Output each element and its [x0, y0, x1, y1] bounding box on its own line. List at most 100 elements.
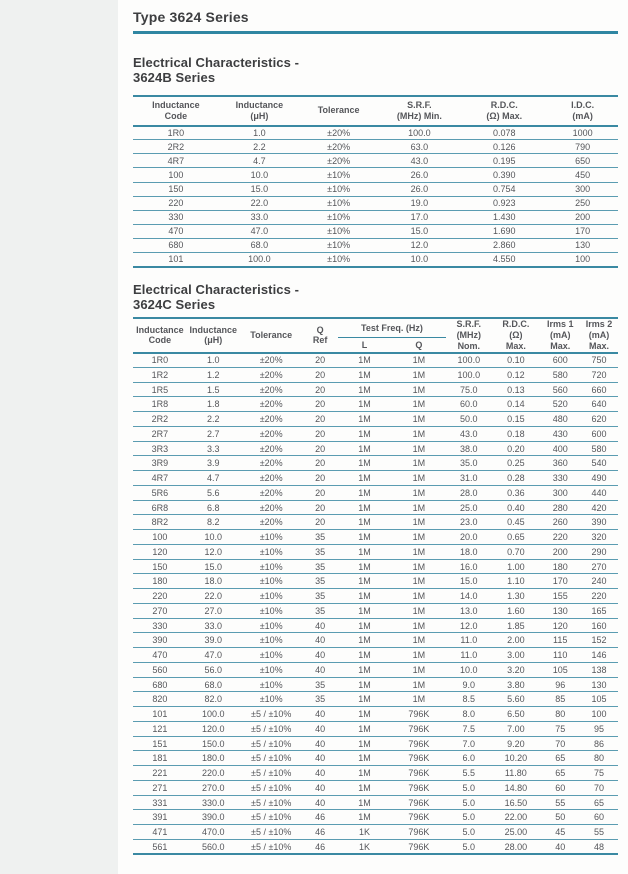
table-cell: 1M [358, 605, 371, 616]
col-inductance-uh: Inductance (μH) [189, 324, 238, 346]
table-cell: 1R8 [151, 399, 169, 410]
table-cell: 12.0 [410, 240, 429, 251]
col-irms2: Irms 2 (mA) Max. [585, 319, 613, 351]
table-cell: 170 [575, 226, 591, 237]
table-cell: 50.0 [460, 414, 478, 425]
table-cell: 35 [315, 532, 326, 543]
table-cell: 1.00 [507, 561, 525, 572]
table-cell: 1M [358, 399, 371, 410]
table-cell: ±10% [327, 184, 351, 195]
table-cell: 100.0 [408, 127, 431, 138]
table-cell: 7.00 [507, 723, 525, 734]
table-cell: 7.0 [462, 738, 476, 749]
table-cell: 4R7 [167, 155, 185, 166]
table-cell: 680 [152, 679, 168, 690]
col-inductance-code: Inductance Code [136, 324, 184, 346]
table-cell: 15.0 [460, 576, 478, 587]
table-cell: 1R0 [167, 127, 185, 138]
table-cell: 6.8 [207, 502, 220, 513]
table-cell: 105 [591, 694, 607, 705]
table-cell: 28.00 [504, 841, 528, 852]
table-cell: 580 [591, 443, 607, 454]
table-cell: 1M [358, 561, 371, 572]
table-cell: 25.00 [504, 827, 528, 838]
table-cell: 5.5 [462, 768, 476, 779]
table-cell: 471 [152, 827, 168, 838]
table-cell: 1M [358, 650, 371, 661]
table-cell: 480 [552, 414, 568, 425]
table-cell: 14.80 [504, 782, 528, 793]
table-cell: 19.0 [410, 198, 429, 209]
table-cell: 1M [358, 369, 371, 380]
table-cell: 1M [412, 473, 426, 484]
table-header-row: Inductance Code Inductance (μH) Toleranc… [133, 95, 618, 126]
table-row: 6R8 6.8 ±20% 20 1M 1M 25.0 0.40 280 420 [133, 500, 618, 515]
table-cell: 1R0 [151, 355, 169, 366]
table-cell: ±20% [327, 155, 351, 166]
table-cell: 68.0 [250, 240, 269, 251]
table-cell: 5.0 [462, 827, 476, 838]
table-cell: 23.0 [460, 517, 478, 528]
table-cell: 1M [412, 532, 426, 543]
table-cell: ±10% [259, 679, 283, 690]
table-cell: 40 [315, 723, 326, 734]
table-cell: ±20% [259, 502, 283, 513]
table-cell: 1M [412, 591, 426, 602]
table-cell: 1M [412, 517, 426, 528]
table-cell: 75.0 [460, 384, 478, 395]
table-cell: 31.0 [460, 473, 478, 484]
col-tolerance: Tolerance [317, 105, 360, 116]
table-cell: 0.36 [507, 487, 525, 498]
table-cell: 101 [152, 709, 168, 720]
table-cell: 5.0 [462, 782, 476, 793]
table-cell: 3.3 [207, 443, 220, 454]
table-cell: 35.0 [460, 458, 478, 469]
table-row: 100 10.0 ±10% 26.0 0.390 450 [133, 168, 618, 183]
table-row: 470 47.0 ±10% 15.0 1.690 170 [133, 224, 618, 239]
table-row: 3R9 3.9 ±20% 20 1M 1M 35.0 0.25 360 540 [133, 456, 618, 471]
table-cell: ±10% [259, 576, 283, 587]
table-cell: 1M [412, 384, 426, 395]
table-cell: 60 [594, 812, 605, 823]
table-cell: 0.390 [492, 169, 516, 180]
table-cell: 20 [315, 369, 326, 380]
table-cell: 1M [412, 546, 426, 557]
table-cell: 0.20 [507, 443, 525, 454]
table-cell: 270 [591, 561, 607, 572]
table-cell: 0.65 [507, 532, 525, 543]
table-cell: 40 [315, 753, 326, 764]
table-cell: 35 [315, 561, 326, 572]
table-cell: 20 [315, 355, 326, 366]
table-cell: 560 [152, 664, 168, 675]
table-cell: 390 [152, 635, 168, 646]
table-cell: 130 [575, 240, 591, 251]
table-subheader-row: L Q [133, 338, 618, 353]
table-cell: ±20% [259, 517, 283, 528]
table-cell: 1.2 [207, 369, 220, 380]
table-cell: 1.430 [492, 212, 516, 223]
table-cell: 40 [555, 841, 566, 852]
table-cell: 120 [552, 620, 568, 631]
table-cell: 56.0 [204, 664, 223, 675]
table-cell: 1M [412, 620, 426, 631]
table-cell: ±10% [259, 620, 283, 631]
table-cell: 1M [358, 694, 371, 705]
table-cell: 40 [315, 620, 326, 631]
table-cell: 5.0 [462, 797, 476, 808]
table-cell: 151 [152, 738, 168, 749]
col-idc: I.D.C. (mA) [571, 99, 595, 121]
table-cell: 1M [358, 443, 371, 454]
table-cell: 0.25 [507, 458, 525, 469]
table-cell: ±5 / ±10% [251, 812, 292, 823]
table-cell: ±10% [327, 254, 351, 265]
table-cell: 16.0 [460, 561, 478, 572]
table-cell: 520 [552, 399, 568, 410]
table-cell: 1M [412, 635, 426, 646]
table-cell: 40 [315, 635, 326, 646]
table-cell: 20 [315, 414, 326, 425]
table-cell: 1M [358, 487, 371, 498]
table-cell: 1.690 [492, 226, 516, 237]
table-row: 560 56.0 ±10% 40 1M 1M 10.0 3.20 105 138 [133, 662, 618, 678]
table-cell: 796K [408, 797, 430, 808]
table-cell: 1M [358, 428, 371, 439]
